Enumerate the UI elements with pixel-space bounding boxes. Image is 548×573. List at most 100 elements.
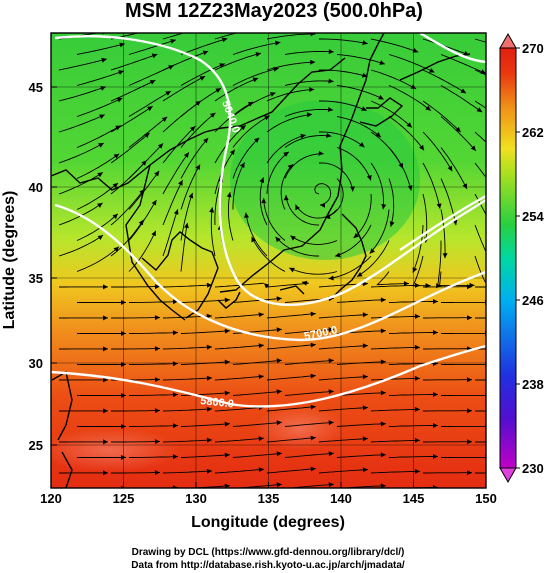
streamline-arrowhead <box>103 346 108 352</box>
streamline-arrowhead <box>328 327 334 333</box>
streamline-arrowhead <box>406 122 412 128</box>
streamline-arrowhead <box>276 389 282 395</box>
streamline <box>474 255 486 285</box>
streamline <box>336 361 386 365</box>
contour-5800 <box>51 344 486 408</box>
streamline <box>245 212 268 257</box>
streamline <box>266 406 316 412</box>
streamline <box>388 85 432 112</box>
streamline <box>58 172 104 195</box>
streamline-arrowhead <box>157 143 164 149</box>
credit-data: Data from http://database.rish.kyoto-u.a… <box>131 560 405 571</box>
streamline-arrowhead <box>494 231 499 237</box>
streamline-arrowhead <box>362 405 368 411</box>
streamline-arrowhead <box>460 88 467 94</box>
x-tick-labels: 120 125 130 135 140 145 150 <box>40 491 497 506</box>
streamline-arrowhead <box>433 330 438 335</box>
streamline-arrowhead <box>255 52 261 57</box>
streamline-arrowhead <box>224 328 230 334</box>
streamline-arrowhead <box>414 282 420 288</box>
streamline-arrowhead <box>224 483 230 488</box>
streamline-arrowhead <box>98 143 104 148</box>
streamline-arrowhead <box>190 126 196 132</box>
streamline <box>76 70 124 86</box>
streamline-arrowhead <box>121 424 126 429</box>
streamline <box>180 361 230 365</box>
credit-drawing: Drawing by DCL (https://www.gfd-dennou.o… <box>132 547 405 558</box>
streamline-arrowhead <box>259 177 265 183</box>
streamline <box>162 408 213 412</box>
streamline-arrowhead <box>154 377 160 383</box>
streamline-arrowhead <box>532 101 538 106</box>
streamline <box>129 456 179 458</box>
streamline-arrowhead <box>172 361 178 367</box>
streamline <box>128 90 172 117</box>
streamline <box>180 164 201 210</box>
streamline-arrowhead <box>258 374 264 380</box>
streamline-arrowhead <box>183 152 189 158</box>
streamline-arrowhead <box>433 392 438 397</box>
x-tick-label: 150 <box>475 491 497 506</box>
streamline-arrowhead <box>275 236 281 243</box>
streamline-arrowhead <box>172 392 178 398</box>
streamline-arrowhead <box>172 330 178 336</box>
streamline <box>284 135 332 148</box>
streamline-arrowhead <box>138 219 144 226</box>
streamline-arrowhead <box>221 37 228 43</box>
streamline-arrowhead <box>273 66 279 72</box>
streamline <box>318 314 368 319</box>
streamline <box>412 224 424 273</box>
streamline-arrowhead <box>219 63 225 68</box>
streamline-arrowhead <box>258 312 264 318</box>
streamline-arrowhead <box>215 88 221 93</box>
streamline-arrowhead <box>410 84 417 89</box>
streamline-arrowhead <box>378 94 384 100</box>
streamline-arrowhead <box>195 101 201 106</box>
streamline <box>232 92 276 117</box>
streamline <box>284 421 334 427</box>
streamline-arrowhead <box>149 80 156 85</box>
streamline <box>422 38 470 56</box>
streamline <box>180 222 188 272</box>
streamline-arrowhead <box>414 375 420 381</box>
streamline-arrowhead <box>491 264 496 270</box>
streamline-arrowhead <box>362 467 368 473</box>
streamline-arrowhead <box>537 331 542 336</box>
streamline-arrowhead <box>525 174 531 179</box>
streamline <box>422 193 428 243</box>
streamline <box>232 137 260 179</box>
streamline <box>214 344 264 350</box>
streamline <box>370 284 420 288</box>
streamline <box>290 235 338 245</box>
plot-area: 5640.0 5700.0 5800.0 <box>51 33 542 488</box>
streamline <box>284 390 334 396</box>
streamline-arrowhead <box>357 272 363 277</box>
streamline-arrowhead <box>224 421 230 427</box>
streamline-arrowhead <box>519 408 524 413</box>
streamline-arrowhead <box>113 246 119 252</box>
streamline-arrowhead <box>121 455 126 460</box>
streamline-arrowhead <box>206 406 212 412</box>
streamline-arrowhead <box>328 482 334 488</box>
streamline <box>314 183 332 206</box>
streamline-arrowhead <box>206 282 212 288</box>
streamline <box>318 438 368 443</box>
streamline <box>251 236 286 272</box>
streamline-arrowhead <box>306 112 313 118</box>
streamline <box>440 116 477 152</box>
streamline-arrowhead <box>326 132 332 138</box>
streamline-arrowhead <box>537 393 542 398</box>
streamline <box>440 178 457 226</box>
streamline <box>111 348 161 350</box>
streamline-arrowhead <box>276 358 282 364</box>
streamline-arrowhead <box>172 299 178 305</box>
streamline <box>76 97 123 117</box>
streamline <box>182 485 230 488</box>
streamline <box>336 147 372 181</box>
streamline-arrowhead <box>433 454 438 459</box>
streamline <box>259 177 268 226</box>
streamline <box>232 421 282 427</box>
streamline-arrowhead <box>380 328 386 334</box>
streamline <box>388 178 395 227</box>
streamline <box>266 313 316 319</box>
